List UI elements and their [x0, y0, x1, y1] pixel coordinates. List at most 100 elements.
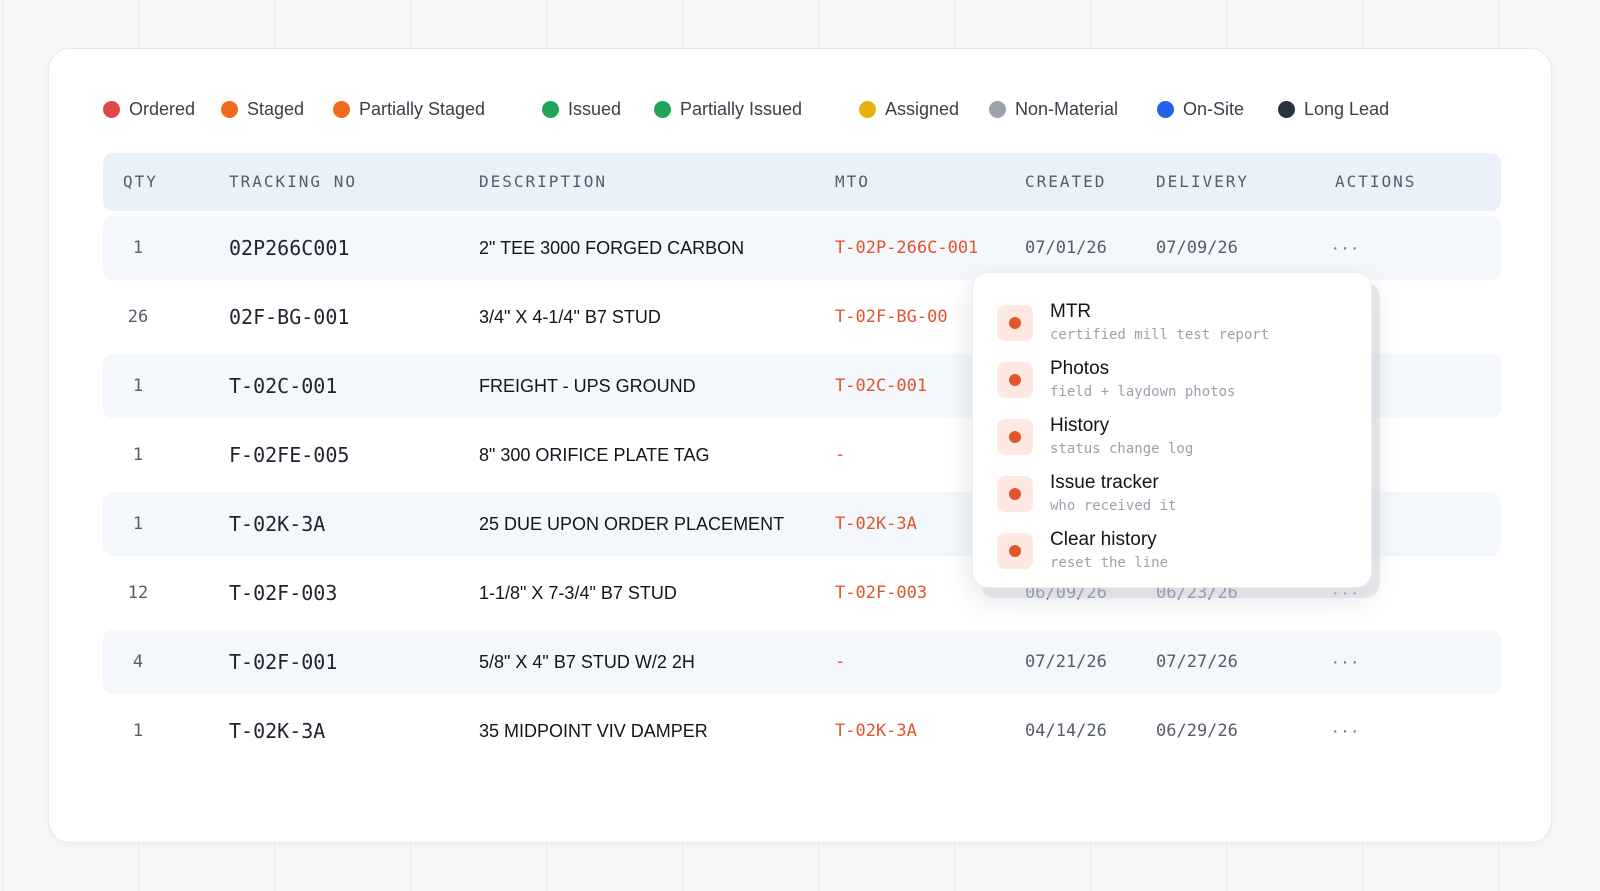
- partially-issued-status-dot-icon: [654, 101, 671, 118]
- mto-link[interactable]: T-02P-266C-001: [835, 216, 978, 280]
- legend-item-long-lead: Long Lead: [1278, 99, 1389, 120]
- menu-item-title: Clear history: [1050, 529, 1157, 551]
- on-site-status-dot-icon: [1157, 101, 1174, 118]
- tracking-no-cell: T-02F-001: [229, 630, 337, 694]
- menu-item-clear-history[interactable]: Clear history reset the line: [997, 527, 1357, 583]
- column-header-delivery[interactable]: DELIVERY: [1156, 153, 1249, 211]
- table-header: QTY TRACKING NO DESCRIPTION MTO CREATED …: [103, 153, 1501, 211]
- qty-cell: 4: [103, 630, 173, 694]
- menu-item-title: Issue tracker: [1050, 472, 1159, 494]
- legend-label: Ordered: [129, 99, 195, 120]
- non-material-status-dot-icon: [989, 101, 1006, 118]
- menu-item-issue-tracker[interactable]: Issue tracker who received it: [997, 470, 1357, 526]
- legend-item-partially-staged: Partially Staged: [333, 99, 485, 120]
- qty-cell: 12: [103, 561, 173, 625]
- issued-status-dot-icon: [542, 101, 559, 118]
- legend-item-issued: Issued: [542, 99, 621, 120]
- row-actions-button[interactable]: ···: [1332, 216, 1361, 280]
- mto-link[interactable]: T-02C-001: [835, 354, 927, 418]
- description-cell: 35 MIDPOINT VIV DAMPER: [479, 699, 708, 763]
- legend-label: Staged: [247, 99, 304, 120]
- legend-label: Non-Material: [1015, 99, 1118, 120]
- column-header-actions: ACTIONS: [1335, 153, 1416, 211]
- description-cell: 25 DUE UPON ORDER PLACEMENT: [479, 492, 784, 556]
- legend-item-ordered: Ordered: [103, 99, 195, 120]
- legend-label: Partially Issued: [680, 99, 802, 120]
- mtr-icon: [997, 305, 1033, 341]
- legend-label: Partially Staged: [359, 99, 485, 120]
- qty-cell: 1: [103, 423, 173, 487]
- tracking-no-cell: T-02K-3A: [229, 699, 325, 763]
- menu-item-mtr[interactable]: MTR certified mill test report: [997, 299, 1357, 355]
- row-actions-button[interactable]: ···: [1332, 699, 1361, 763]
- created-date-cell: 07/01/26: [1025, 216, 1107, 280]
- menu-item-title: Photos: [1050, 358, 1109, 380]
- menu-item-title: History: [1050, 415, 1109, 437]
- mto-link[interactable]: T-02F-BG-00: [835, 285, 948, 349]
- table-row[interactable]: 1 T-02K-3A 35 MIDPOINT VIV DAMPER T-02K-…: [103, 699, 1501, 763]
- menu-item-subtitle: field + laydown photos: [1050, 384, 1235, 400]
- menu-item-subtitle: who received it: [1050, 498, 1176, 514]
- delivery-date-cell: 07/09/26: [1156, 216, 1238, 280]
- menu-item-history[interactable]: History status change log: [997, 413, 1357, 469]
- qty-cell: 26: [103, 285, 173, 349]
- legend-item-partially-issued: Partially Issued: [654, 99, 802, 120]
- legend-label: Assigned: [885, 99, 959, 120]
- created-date-cell: 07/21/26: [1025, 630, 1107, 694]
- qty-cell: 1: [103, 699, 173, 763]
- history-icon: [997, 419, 1033, 455]
- created-date-cell: 04/14/26: [1025, 699, 1107, 763]
- mto-link[interactable]: T-02K-3A: [835, 492, 917, 556]
- legend-label: Long Lead: [1304, 99, 1389, 120]
- qty-cell: 1: [103, 354, 173, 418]
- tracking-no-cell: T-02F-003: [229, 561, 337, 625]
- menu-item-subtitle: status change log: [1050, 441, 1193, 457]
- column-header-description[interactable]: DESCRIPTION: [479, 153, 607, 211]
- delivery-date-cell: 06/29/26: [1156, 699, 1238, 763]
- column-header-mto[interactable]: MTO: [835, 153, 870, 211]
- table-row[interactable]: 1 02P266C001 2" TEE 3000 FORGED CARBON T…: [103, 216, 1501, 280]
- long-lead-status-dot-icon: [1278, 101, 1295, 118]
- tracking-no-cell: F-02FE-005: [229, 423, 349, 487]
- description-cell: FREIGHT - UPS GROUND: [479, 354, 696, 418]
- photos-icon: [997, 362, 1033, 398]
- mto-link[interactable]: T-02F-003: [835, 561, 927, 625]
- menu-item-title: MTR: [1050, 301, 1091, 323]
- mto-link[interactable]: -: [835, 630, 845, 694]
- description-cell: 1-1/8" X 7-3/4" B7 STUD: [479, 561, 677, 625]
- staged-status-dot-icon: [221, 101, 238, 118]
- row-actions-button[interactable]: ···: [1332, 630, 1361, 694]
- qty-cell: 1: [103, 216, 173, 280]
- status-legend: Ordered Staged Partially Staged Issued P…: [103, 99, 1511, 123]
- legend-item-on-site: On-Site: [1157, 99, 1244, 120]
- partially-staged-status-dot-icon: [333, 101, 350, 118]
- assigned-status-dot-icon: [859, 101, 876, 118]
- qty-cell: 1: [103, 492, 173, 556]
- legend-item-assigned: Assigned: [859, 99, 959, 120]
- legend-item-non-material: Non-Material: [989, 99, 1118, 120]
- clear-history-icon: [997, 533, 1033, 569]
- column-header-qty[interactable]: QTY: [123, 153, 158, 211]
- description-cell: 5/8" X 4" B7 STUD W/2 2H: [479, 630, 695, 694]
- column-header-created[interactable]: CREATED: [1025, 153, 1106, 211]
- tracking-no-cell: 02F-BG-001: [229, 285, 349, 349]
- tracking-no-cell: 02P266C001: [229, 216, 349, 280]
- table-row[interactable]: 4 T-02F-001 5/8" X 4" B7 STUD W/2 2H - 0…: [103, 630, 1501, 694]
- legend-label: Issued: [568, 99, 621, 120]
- tracking-no-cell: T-02K-3A: [229, 492, 325, 556]
- description-cell: 8" 300 ORIFICE PLATE TAG: [479, 423, 709, 487]
- row-actions-menu: MTR certified mill test report Photos fi…: [972, 272, 1372, 588]
- ordered-status-dot-icon: [103, 101, 120, 118]
- menu-item-photos[interactable]: Photos field + laydown photos: [997, 356, 1357, 412]
- description-cell: 3/4" X 4-1/4" B7 STUD: [479, 285, 661, 349]
- legend-label: On-Site: [1183, 99, 1244, 120]
- mto-link[interactable]: -: [835, 423, 845, 487]
- description-cell: 2" TEE 3000 FORGED CARBON: [479, 216, 744, 280]
- menu-item-subtitle: certified mill test report: [1050, 327, 1269, 343]
- mto-link[interactable]: T-02K-3A: [835, 699, 917, 763]
- column-header-tracking-no[interactable]: TRACKING NO: [229, 153, 357, 211]
- delivery-date-cell: 07/27/26: [1156, 630, 1238, 694]
- menu-item-subtitle: reset the line: [1050, 555, 1168, 571]
- legend-item-staged: Staged: [221, 99, 304, 120]
- tracking-no-cell: T-02C-001: [229, 354, 337, 418]
